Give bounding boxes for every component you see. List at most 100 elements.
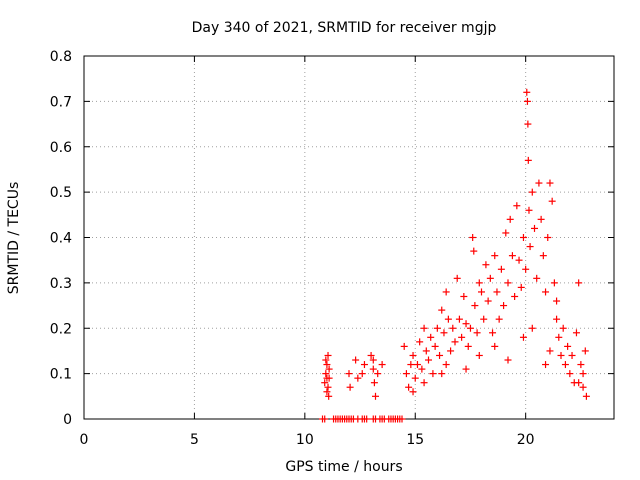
data-point [523, 97, 531, 105]
data-point [568, 351, 576, 359]
data-point [438, 306, 446, 314]
x-tick-label: 0 [80, 432, 89, 448]
data-point [539, 252, 547, 260]
data-point [489, 329, 497, 337]
x-tick-label: 15 [406, 432, 424, 448]
data-point [413, 361, 421, 369]
data-point [471, 302, 479, 310]
data-point [523, 88, 531, 96]
data-point [502, 229, 510, 237]
data-point [553, 315, 561, 323]
data-point [500, 302, 508, 310]
data-point [491, 342, 499, 350]
x-axis-label: GPS time / hours [285, 459, 402, 475]
data-point [466, 324, 474, 332]
data-point [535, 179, 543, 187]
data-point [508, 252, 516, 260]
data-point [398, 415, 406, 423]
data-point [504, 279, 512, 287]
data-point [491, 252, 499, 260]
data-point [582, 392, 590, 400]
data-point [374, 370, 382, 378]
data-point [346, 383, 354, 391]
data-point [566, 370, 574, 378]
y-axis-label: SRMTID / TECUs [6, 182, 22, 295]
data-point [497, 265, 505, 273]
data-point [493, 288, 501, 296]
data-point [504, 356, 512, 364]
data-point [420, 324, 428, 332]
data-point [431, 342, 439, 350]
data-point [475, 351, 483, 359]
data-point [321, 379, 329, 387]
data-point [449, 324, 457, 332]
data-point [436, 351, 444, 359]
data-point [442, 361, 450, 369]
data-point [546, 347, 554, 355]
data-point [418, 365, 426, 373]
data-point [442, 288, 450, 296]
data-point [542, 288, 550, 296]
x-tick-label: 20 [517, 432, 535, 448]
data-point [369, 365, 377, 373]
data-point [323, 361, 331, 369]
data-point [581, 347, 589, 355]
data-point [526, 243, 534, 251]
chart-title: Day 340 of 2021, SRMTID for receiver mgj… [192, 20, 497, 36]
data-point [550, 279, 558, 287]
data-point [405, 383, 413, 391]
data-point [548, 197, 556, 205]
data-point [411, 374, 419, 382]
data-point [321, 415, 329, 423]
data-point [524, 120, 532, 128]
y-tick-label: 0.7 [50, 94, 72, 110]
data-point [464, 342, 472, 350]
data-point [325, 365, 333, 373]
data-point [522, 265, 530, 273]
data-point [480, 315, 488, 323]
data-point [444, 315, 452, 323]
data-point [354, 374, 362, 382]
data-point [524, 156, 532, 164]
data-point [577, 361, 585, 369]
y-tick-label: 0.8 [50, 49, 72, 65]
data-point [575, 379, 583, 387]
y-tick-label: 0 [63, 412, 72, 428]
data-point [322, 356, 330, 364]
data-point [400, 342, 408, 350]
x-tick-label: 5 [190, 432, 199, 448]
data-point [462, 320, 470, 328]
data-point [525, 206, 533, 214]
data-point [475, 279, 483, 287]
data-point [478, 288, 485, 296]
data-point [325, 392, 333, 400]
data-point [323, 374, 331, 382]
data-point [517, 283, 525, 291]
data-point [458, 333, 466, 341]
data-point [557, 351, 565, 359]
data-point [460, 292, 468, 300]
data-point [447, 347, 455, 355]
data-point [369, 356, 377, 364]
data-point [360, 361, 368, 369]
data-point [544, 234, 552, 241]
data-point [564, 342, 572, 350]
data-point [453, 274, 461, 282]
data-points [319, 88, 590, 423]
data-point [451, 338, 459, 346]
y-tick-label: 0.1 [50, 367, 72, 383]
data-point [455, 315, 463, 323]
data-point [352, 356, 360, 364]
data-point [486, 274, 494, 282]
data-point [372, 392, 379, 400]
data-point [370, 379, 378, 387]
data-point [533, 274, 541, 282]
data-point [416, 338, 424, 346]
data-point [425, 356, 432, 364]
data-point [363, 415, 371, 423]
data-point [546, 179, 554, 187]
data-point [427, 333, 435, 341]
data-point [407, 361, 415, 369]
data-point [324, 383, 332, 391]
data-point [579, 370, 587, 378]
